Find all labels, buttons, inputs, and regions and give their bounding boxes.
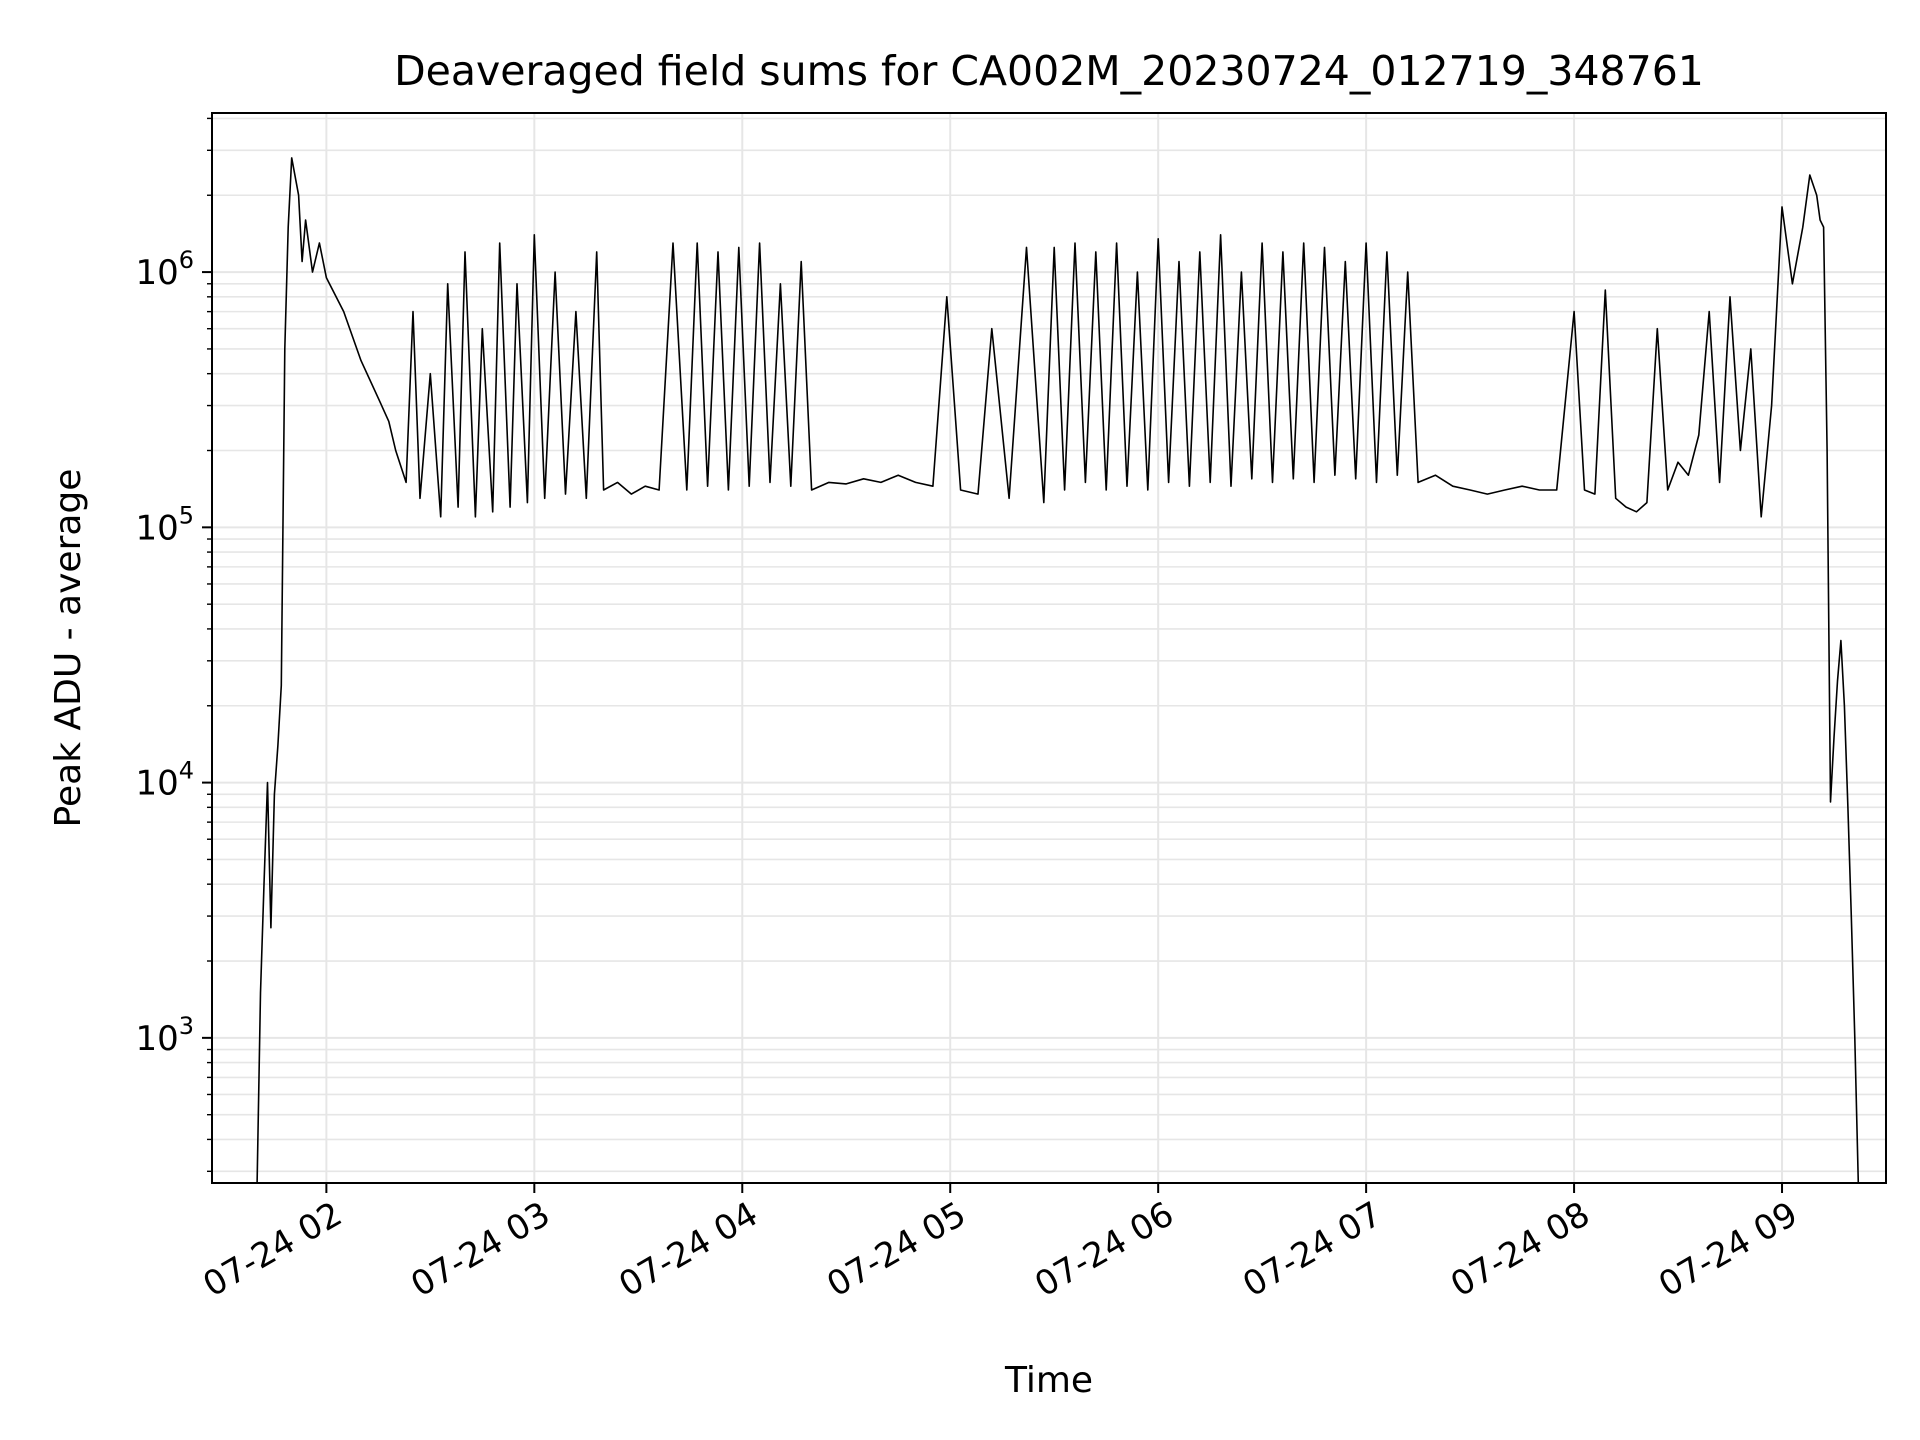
y-tick-label: 106: [135, 246, 194, 293]
chart-title: Deaveraged field sums for CA002M_2023072…: [394, 47, 1704, 95]
x-tick-label: 07-24 08: [1444, 1194, 1596, 1305]
x-tick-label: 07-24 09: [1652, 1194, 1804, 1305]
y-axis-label: Peak ADU - average: [48, 469, 89, 828]
x-tick-label: 07-24 07: [1236, 1194, 1388, 1305]
x-tick-label: 07-24 04: [612, 1194, 764, 1305]
x-tick-label: 07-24 03: [404, 1194, 556, 1305]
x-tick-label: 07-24 06: [1028, 1194, 1180, 1305]
y-tick-label: 105: [135, 501, 194, 548]
y-axis-ticks: 103 104 105 106: [135, 117, 212, 1173]
x-axis-label: Time: [1004, 1360, 1093, 1401]
x-tick-label: 07-24 05: [820, 1194, 972, 1305]
grid-lines: [212, 113, 1886, 1183]
x-tick-label: 07-24 02: [196, 1194, 348, 1305]
y-tick-label: 103: [135, 1012, 194, 1059]
x-axis-ticks: 07-24 02 07-24 03 07-24 04 07-24 05 07-24 06…: [196, 1183, 1805, 1305]
plot-frame: [211, 112, 1887, 1184]
y-tick-label: 104: [135, 757, 194, 804]
series-line: [256, 157, 1860, 1184]
